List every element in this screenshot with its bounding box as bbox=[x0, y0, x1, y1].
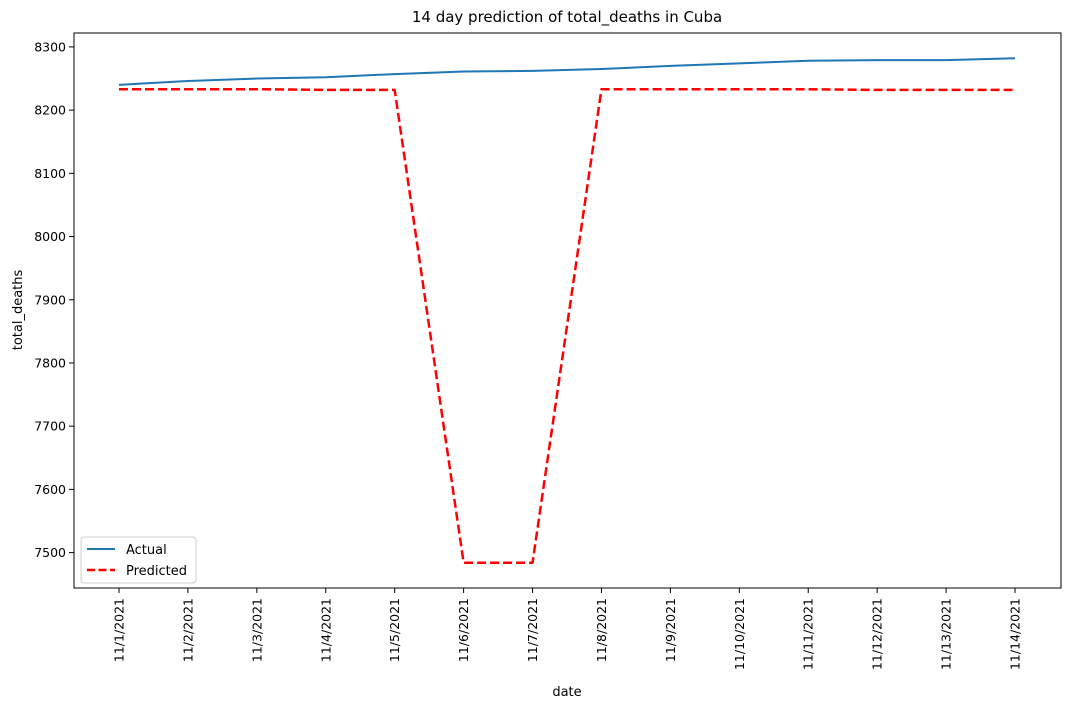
x-tick-label: 11/10/2021 bbox=[732, 598, 747, 670]
y-tick-label: 8100 bbox=[34, 166, 66, 181]
y-tick-label: 7800 bbox=[34, 355, 66, 370]
x-tick-label: 11/12/2021 bbox=[870, 598, 885, 670]
x-tick-label: 11/1/2021 bbox=[112, 598, 127, 662]
x-axis: 11/1/2021 11/2/2021 11/3/2021 11/4/2021 11/5… bbox=[112, 588, 1023, 670]
x-tick-label: 11/14/2021 bbox=[1008, 598, 1023, 670]
x-tick-label: 11/5/2021 bbox=[387, 598, 402, 662]
x-tick-label: 11/3/2021 bbox=[249, 598, 264, 662]
y-axis-label: total_deaths bbox=[11, 270, 26, 351]
x-tick-label: 11/7/2021 bbox=[525, 598, 540, 662]
y-axis: 7500 7600 7700 7800 7900 8000 8100 8200 8300 bbox=[34, 39, 74, 560]
chart-title: 14 day prediction of total_deaths in Cub… bbox=[412, 8, 722, 27]
x-tick-label: 11/8/2021 bbox=[594, 598, 609, 662]
y-tick-label: 7900 bbox=[34, 292, 66, 307]
x-tick-label: 11/13/2021 bbox=[939, 598, 954, 670]
y-tick-label: 7700 bbox=[34, 419, 66, 434]
y-tick-label: 7600 bbox=[34, 482, 66, 497]
series-layer bbox=[118, 57, 1016, 564]
legend-label-predicted: Predicted bbox=[126, 564, 187, 579]
series-line-actual bbox=[118, 57, 1016, 86]
x-tick-label: 11/6/2021 bbox=[456, 598, 471, 662]
x-tick-label: 11/11/2021 bbox=[801, 598, 816, 670]
plot-area bbox=[73, 32, 1062, 589]
series-line-predicted bbox=[119, 88, 1015, 564]
y-tick-label: 7500 bbox=[34, 545, 66, 560]
y-tick-label: 8000 bbox=[34, 229, 66, 244]
legend-label-actual: Actual bbox=[126, 543, 167, 558]
legend: Actual Predicted bbox=[80, 536, 197, 584]
x-tick-label: 11/2/2021 bbox=[180, 598, 195, 662]
x-axis-label: date bbox=[552, 685, 581, 700]
x-tick-label: 11/4/2021 bbox=[318, 598, 333, 662]
y-tick-label: 8200 bbox=[34, 103, 66, 118]
x-tick-label: 11/9/2021 bbox=[663, 598, 678, 662]
y-tick-label: 8300 bbox=[34, 39, 66, 54]
